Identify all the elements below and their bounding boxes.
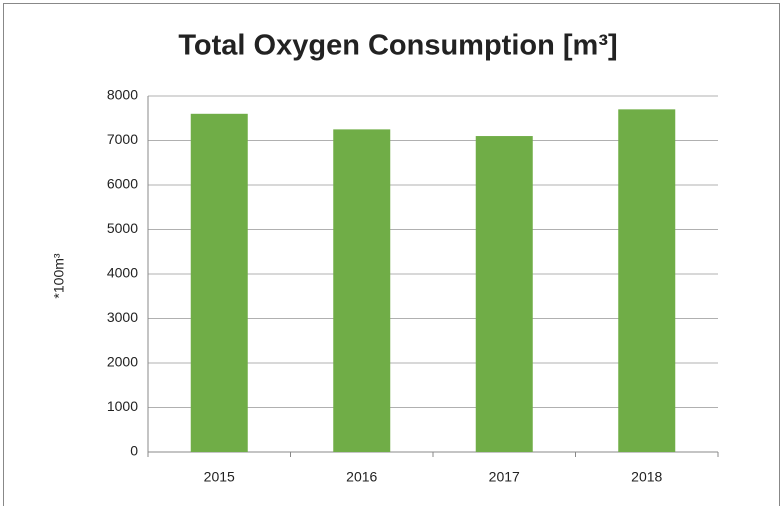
- y-tick-label: 0: [130, 443, 138, 459]
- y-tick-label: 5000: [107, 220, 138, 236]
- y-tick-label: 7000: [107, 131, 138, 147]
- y-tick-label: 6000: [107, 176, 138, 192]
- y-tick-label: 1000: [107, 398, 138, 414]
- y-axis-label: *100m³: [51, 253, 67, 298]
- x-tick-label: 2016: [346, 469, 377, 485]
- y-tick-label: 8000: [107, 87, 138, 103]
- x-tick-label: 2018: [631, 469, 662, 485]
- y-tick-label: 4000: [107, 265, 138, 281]
- chart-title: Total Oxygen Consumption [m³]: [178, 30, 617, 62]
- bar: [618, 109, 676, 452]
- bar: [475, 136, 533, 453]
- bar: [333, 129, 391, 452]
- y-tick-label: 2000: [107, 354, 138, 370]
- y-tick-label: 3000: [107, 309, 138, 325]
- bar: [190, 113, 248, 453]
- x-tick-label: 2017: [489, 469, 520, 485]
- x-tick-label: 2015: [204, 469, 235, 485]
